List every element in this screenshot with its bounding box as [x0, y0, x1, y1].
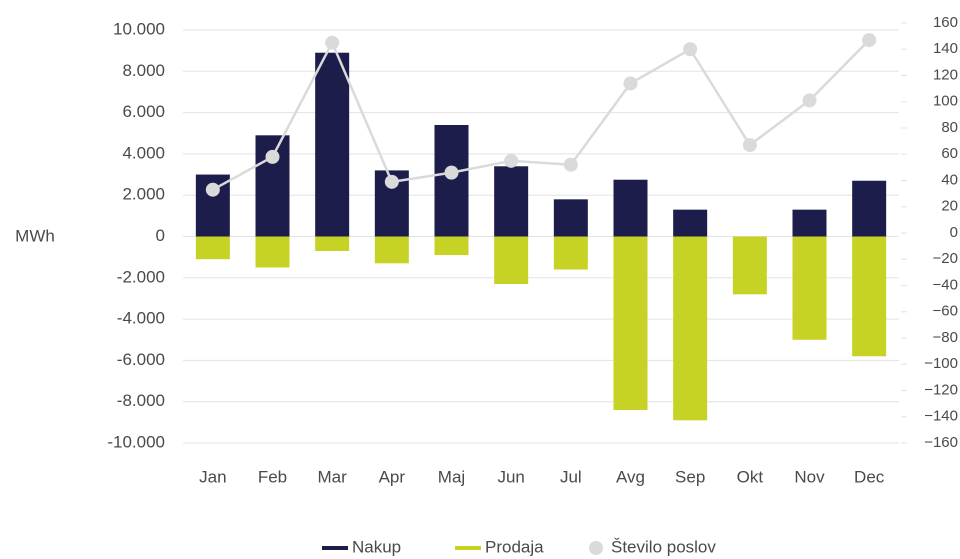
x-tick-label: Nov [794, 467, 825, 486]
line-point [623, 76, 638, 91]
line-point [265, 149, 280, 164]
x-tick-label: Jul [560, 467, 582, 486]
legend-swatch [589, 541, 603, 555]
line [212, 39, 871, 191]
legend-label: Število poslov [611, 537, 716, 556]
line-point [683, 42, 698, 57]
y2-tick-label: 20 [941, 198, 958, 215]
y-tick-label: -2.000 [117, 267, 165, 286]
bar [494, 236, 529, 284]
x-tick-label: Apr [379, 467, 406, 486]
y2-tick-label: 60 [941, 145, 958, 162]
bar [195, 236, 230, 260]
line-point [504, 153, 519, 168]
y2-tick-label: −60 [933, 303, 958, 320]
y2-tick-label: −140 [924, 408, 958, 425]
y-tick-label: 0 [156, 226, 165, 245]
y2-tick-label: −40 [933, 276, 958, 293]
y-tick-label: -6.000 [117, 350, 165, 369]
bar [792, 209, 827, 237]
x-tick-label: Jun [497, 467, 524, 486]
legend-label: Prodaja [485, 537, 544, 556]
bar [255, 236, 290, 268]
bar [434, 124, 469, 237]
y2-tick-label: −160 [924, 434, 958, 451]
y-tick-label: 2.000 [122, 185, 165, 204]
line-point [563, 157, 578, 172]
y2-tick-label: 100 [933, 93, 958, 110]
y2-tick-label: −100 [924, 355, 958, 372]
x-tick-label: Feb [258, 467, 287, 486]
bar [434, 236, 469, 256]
y-tick-label: 10.000 [113, 19, 165, 38]
y2-tick-label: 120 [933, 66, 958, 83]
bar [792, 236, 827, 340]
bar [613, 179, 648, 237]
bar [315, 236, 350, 251]
legend-swatch [455, 546, 481, 550]
y-tick-label: 4.000 [122, 143, 165, 162]
bar [673, 236, 708, 421]
x-tick-label: Mar [318, 467, 348, 486]
y-tick-label: -10.000 [107, 432, 165, 451]
bar [553, 199, 588, 237]
y-tick-label: -8.000 [117, 391, 165, 410]
x-tick-label: Sep [675, 467, 705, 486]
y2-tick-label: 40 [941, 171, 958, 188]
bar [553, 236, 588, 270]
y2-tick-label: 140 [933, 40, 958, 57]
line-point [444, 165, 459, 180]
y2-tick-label: −20 [933, 250, 958, 267]
line-point [325, 35, 340, 50]
x-tick-label: Avg [616, 467, 645, 486]
bar [315, 52, 350, 237]
bar [613, 236, 648, 410]
y-tick-label: -4.000 [117, 309, 165, 328]
legend-swatch [322, 546, 348, 550]
line-point [742, 138, 757, 153]
bar [673, 209, 708, 237]
x-tick-label: Maj [438, 467, 465, 486]
x-tick-label: Okt [737, 467, 764, 486]
line-point [205, 182, 220, 197]
y-axis-label: MWh [15, 226, 55, 245]
line-point [802, 93, 817, 108]
y2-tick-label: −120 [924, 381, 958, 398]
y2-tick-label: 0 [950, 224, 958, 241]
line-point [862, 33, 877, 48]
y-tick-label: 6.000 [122, 102, 165, 121]
y2-tick-label: −80 [933, 329, 958, 346]
legend-label: Nakup [352, 537, 401, 556]
bar [852, 236, 887, 357]
bar [494, 166, 529, 237]
y-tick-label: 8.000 [122, 61, 165, 80]
x-tick-label: Jan [199, 467, 226, 486]
y2-tick-label: 160 [933, 14, 958, 31]
x-tick-label: Dec [854, 467, 885, 486]
bar [374, 236, 409, 264]
line-point [384, 174, 399, 189]
bar [732, 236, 767, 295]
bar [852, 180, 887, 237]
y2-tick-label: 80 [941, 119, 958, 136]
